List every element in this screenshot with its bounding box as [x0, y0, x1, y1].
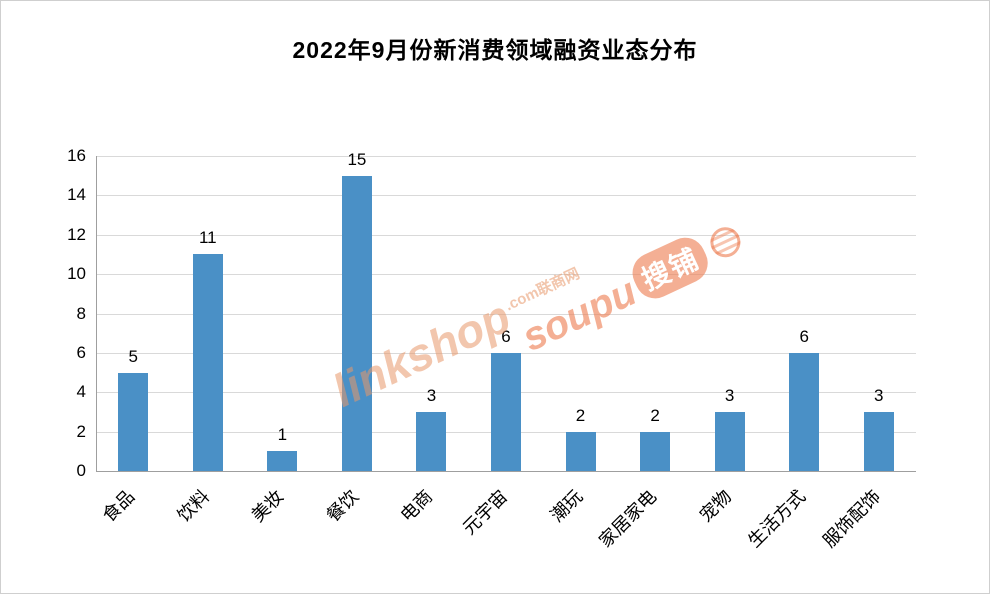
x-category-label: 餐饮	[322, 486, 363, 526]
x-category-label: 潮玩	[546, 486, 586, 526]
y-tick-label: 14	[67, 185, 86, 205]
y-tick-label: 4	[76, 382, 86, 402]
x-category-label: 元宇宙	[458, 486, 512, 539]
gridline	[96, 274, 916, 276]
x-axis-line	[96, 471, 916, 472]
y-tick-label: 6	[76, 342, 86, 362]
y-tick-label: 12	[67, 224, 86, 244]
y-tick-label: 2	[76, 421, 86, 441]
bar-value-label: 3	[873, 385, 884, 405]
gridline	[96, 156, 916, 157]
y-tick-label: 16	[67, 146, 86, 165]
bar-value-label: 2	[575, 405, 586, 425]
y-tick-label: 10	[67, 264, 86, 284]
x-category-label: 服饰配饰	[818, 486, 885, 552]
bar	[491, 352, 521, 471]
bar	[863, 411, 894, 471]
bar-value-label: 2	[650, 405, 660, 425]
bar	[789, 352, 820, 471]
bar	[341, 175, 372, 471]
y-tick-label: 8	[76, 303, 86, 323]
bar-value-label: 15	[347, 149, 367, 169]
bar	[714, 411, 745, 471]
bar-value-label: 3	[724, 385, 735, 405]
x-category-label: 生活方式	[744, 486, 810, 552]
x-category-label: 饮料	[173, 486, 214, 526]
bar	[267, 451, 298, 471]
bar-value-label: 6	[501, 326, 511, 346]
y-tick-label: 0	[76, 461, 86, 480]
bar-value-label: 11	[198, 228, 217, 248]
y-axis-line	[96, 156, 97, 471]
chart-title: 2022年9月份新消费领域融资业态分布	[292, 37, 698, 63]
bar	[192, 254, 223, 471]
x-category-label: 家居家电	[595, 486, 661, 552]
x-category-label: 宠物	[695, 486, 735, 526]
bar-value-label: 1	[277, 425, 288, 445]
x-category-label: 美妆	[248, 486, 288, 526]
bar-value-label: 5	[128, 346, 138, 366]
x-category-label: 电商	[397, 486, 437, 526]
bar-value-label: 6	[799, 326, 809, 346]
bar	[640, 431, 671, 471]
bar	[118, 372, 149, 471]
x-category-label: 食品	[98, 486, 139, 526]
bar-value-label: 3	[426, 385, 437, 405]
bar	[565, 431, 596, 471]
bar	[416, 411, 447, 471]
gridline	[96, 195, 916, 197]
gridline	[96, 313, 916, 315]
gridline	[96, 234, 916, 236]
